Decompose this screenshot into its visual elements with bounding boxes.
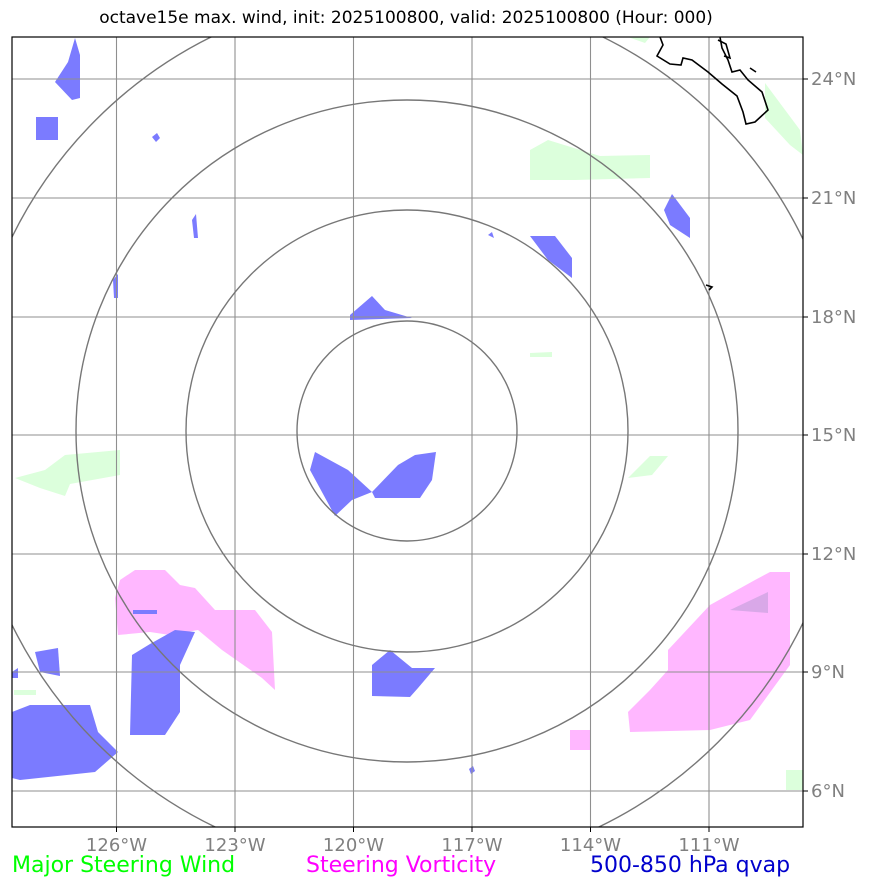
lon-label: 123°W bbox=[204, 835, 265, 856]
lon-label: 111°W bbox=[678, 835, 739, 856]
lon-label: 126°W bbox=[86, 835, 147, 856]
legend-steering-wind: Major Steering Wind bbox=[12, 853, 236, 878]
lon-label: 114°W bbox=[560, 835, 621, 856]
range-rings bbox=[12, 37, 803, 827]
lat-lon-grid bbox=[12, 37, 803, 827]
longitude-labels: 126°W 123°W 120°W 117°W 114°W 111°W bbox=[86, 835, 740, 856]
legend-steering-vorticity: Steering Vorticity bbox=[306, 853, 497, 878]
steering-vorticity-areas bbox=[115, 570, 790, 750]
lat-label: 18°N bbox=[811, 307, 856, 328]
lat-label: 12°N bbox=[811, 544, 856, 565]
lon-label: 120°W bbox=[323, 835, 384, 856]
lat-label: 15°N bbox=[811, 425, 856, 446]
lat-label: 6°N bbox=[811, 781, 845, 802]
qvap-areas bbox=[12, 38, 690, 780]
tick-marks bbox=[116, 78, 808, 832]
lat-label: 24°N bbox=[811, 69, 856, 90]
coastline bbox=[655, 37, 769, 291]
lat-label: 9°N bbox=[811, 662, 845, 683]
lat-label: 21°N bbox=[811, 188, 856, 209]
legend-qvap: 500-850 hPa qvap bbox=[590, 853, 791, 878]
vorticity-inner-shade bbox=[730, 592, 768, 613]
map-title: octave15e max. wind, init: 2025100800, v… bbox=[99, 8, 713, 28]
latitude-labels: 24°N 21°N 18°N 15°N 12°N 9°N 6°N bbox=[811, 69, 856, 802]
map-frame bbox=[11, 36, 804, 828]
lon-label: 117°W bbox=[441, 835, 502, 856]
